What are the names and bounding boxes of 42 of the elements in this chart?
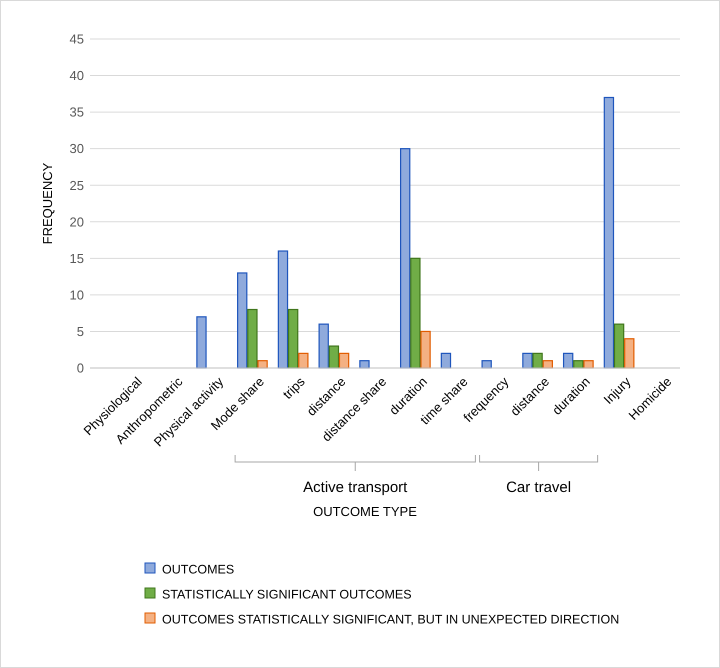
y-axis-title: FREQUENCY [40, 162, 55, 244]
bar [338, 352, 350, 369]
y-tick-label: 20 [70, 214, 84, 230]
y-tick-label: 0 [76, 360, 84, 376]
text: Active transport [303, 479, 408, 496]
bar [420, 330, 431, 369]
bar [278, 250, 288, 369]
bar [359, 360, 370, 369]
bar [614, 324, 624, 369]
bar [298, 352, 309, 369]
y-tick-label: 40 [70, 68, 84, 84]
bar [562, 352, 574, 369]
bar [532, 352, 543, 369]
bar [318, 324, 329, 369]
y-tick-label: 35 [70, 104, 84, 120]
legend-label: STATISTICALLY SIGNIFICANT OUTCOMES [162, 587, 412, 602]
bar [328, 345, 340, 369]
x-axis-title: OUTCOME TYPE [313, 504, 418, 519]
bar [400, 148, 410, 369]
bar [573, 360, 584, 369]
y-tick-label: 5 [76, 324, 84, 339]
bar [410, 258, 421, 369]
y-tick-label: 25 [70, 178, 84, 193]
y-tick-label: 10 [70, 287, 84, 302]
bar [522, 352, 533, 369]
y-tick-label: 30 [70, 141, 84, 156]
y-tick-label: 45 [70, 32, 84, 47]
bar [196, 316, 207, 369]
bar [542, 360, 553, 369]
bar [604, 96, 614, 369]
bar [247, 308, 258, 369]
x-tick-label: trips [280, 374, 308, 402]
legend-label: OUTCOMES [162, 562, 234, 576]
legend-label: OUTCOMES STATISTICALLY SIGNIFICANT, BUT IN UNEXPECTED DIRECTION [162, 612, 620, 626]
bar [481, 360, 492, 369]
bar [257, 360, 268, 369]
bar [624, 338, 634, 369]
text: Car travel [506, 479, 572, 496]
bar [288, 308, 298, 369]
bar [440, 352, 452, 369]
y-tick-label: 15 [70, 250, 84, 266]
bar [237, 272, 248, 369]
